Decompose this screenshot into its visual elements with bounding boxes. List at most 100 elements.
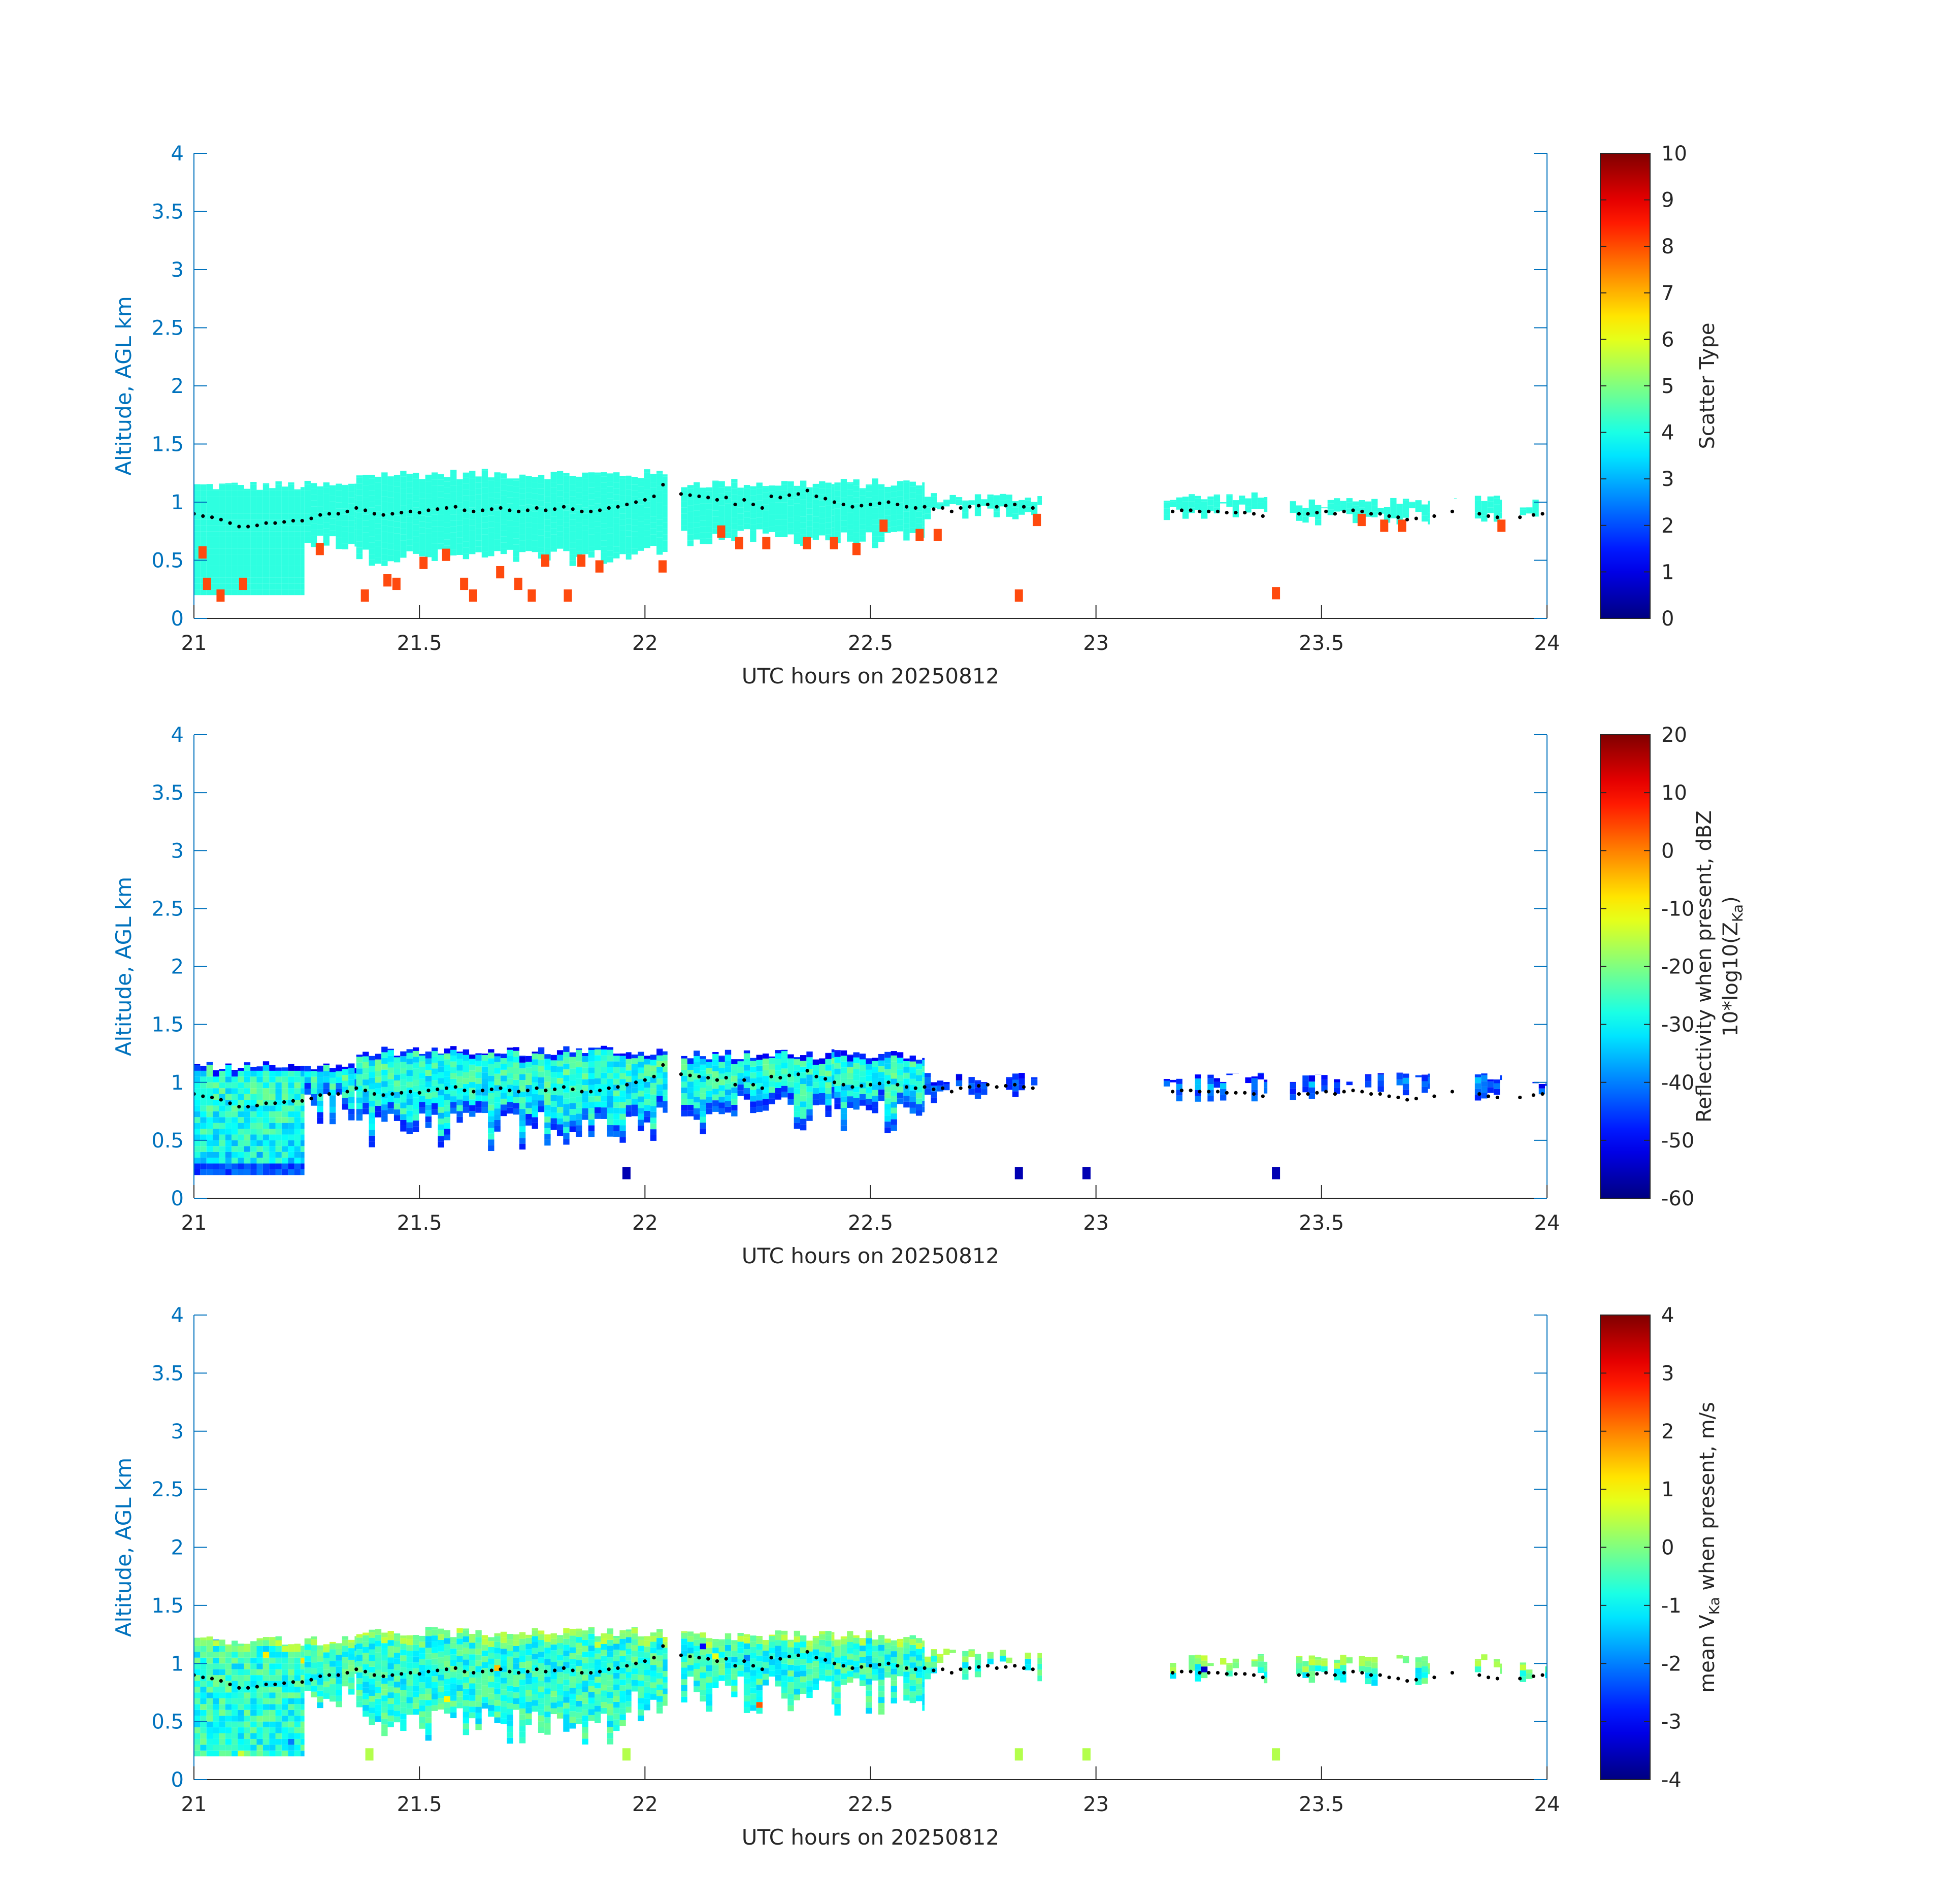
y-tick-label: 4 (171, 142, 184, 166)
heatmap-cell (872, 1096, 878, 1102)
heatmap-cell (342, 1680, 349, 1687)
heatmap-cell (1258, 498, 1264, 503)
heatmap-cell (762, 1099, 769, 1105)
heatmap-cell (294, 489, 301, 491)
heatmap-cell (922, 485, 925, 491)
cloud-base-point (1198, 1090, 1202, 1094)
heatmap-cell (387, 1703, 394, 1710)
heatmap-cell (412, 1051, 419, 1057)
heatmap-cell (737, 1061, 744, 1067)
heatmap-cell (200, 1646, 207, 1652)
heatmap-cell (406, 528, 413, 534)
heatmap-cell (438, 1107, 444, 1113)
heatmap-cell (575, 1056, 582, 1062)
heatmap-cell (903, 1061, 910, 1067)
heatmap-cell (275, 1067, 282, 1071)
heatmap-cell (656, 549, 663, 555)
heatmap-cell (1545, 1084, 1547, 1086)
heatmap-cell (412, 1047, 419, 1051)
heatmap-cell (275, 589, 282, 596)
heatmap-cell (825, 499, 832, 506)
heatmap-cell (1353, 505, 1359, 512)
heatmap-cell (819, 488, 826, 495)
heatmap-cell (213, 1692, 219, 1698)
heatmap-cell (400, 505, 407, 511)
heatmap-cell (507, 497, 513, 504)
heatmap-cell (369, 531, 375, 537)
heatmap-cell (619, 1108, 626, 1114)
heatmap-cell (626, 1052, 632, 1054)
heatmap-cell (375, 1629, 382, 1635)
heatmap-cell (438, 497, 444, 503)
heatmap-cell (544, 1682, 551, 1689)
heatmap-cell (743, 506, 750, 512)
heatmap-cell (544, 1705, 551, 1712)
heatmap-cell (1018, 1073, 1025, 1079)
heatmap-cell (488, 1647, 495, 1653)
heatmap-cell (775, 1082, 781, 1088)
heatmap-cell (544, 1059, 551, 1065)
heatmap-cell (269, 1675, 276, 1681)
heatmap-cell (225, 589, 232, 596)
cloud-base-point (300, 1099, 304, 1103)
heatmap-cell (700, 532, 706, 539)
heatmap-cell (381, 1689, 388, 1696)
heatmap-cell (519, 1132, 526, 1138)
heatmap-cell (931, 1097, 937, 1103)
heatmap-cell (544, 1677, 551, 1683)
heatmap-cell (507, 1732, 513, 1738)
heatmap-cell (488, 486, 495, 493)
heatmap-cell (330, 1095, 336, 1101)
heatmap-cell (393, 475, 401, 481)
heatmap-cell (363, 497, 369, 503)
heatmap-cell (219, 1727, 225, 1733)
heatmap-cell (925, 513, 931, 519)
heatmap-cell (1251, 497, 1258, 504)
heatmap-cell (444, 487, 451, 494)
cloud-base-point (228, 521, 232, 525)
heatmap-cell (412, 1639, 419, 1645)
heatmap-cell (300, 1134, 305, 1140)
heatmap-cell (550, 1633, 557, 1639)
heatmap-cell (444, 1690, 451, 1696)
heatmap-cell (575, 1683, 582, 1689)
heatmap-cell (575, 1085, 582, 1091)
heatmap-cell (663, 540, 668, 546)
heatmap-cell (244, 543, 251, 549)
cloud-base-point (805, 1069, 809, 1073)
heatmap-cell (500, 1093, 507, 1099)
heatmap-cell (250, 537, 257, 543)
heatmap-cell (494, 1665, 501, 1671)
heatmap-cell (225, 1738, 232, 1745)
x-tick-label: 22 (632, 1211, 658, 1235)
heatmap-cell (200, 1716, 207, 1722)
heatmap-cell (469, 1637, 476, 1643)
heatmap-cell (244, 1163, 251, 1169)
heatmap-cell (1006, 1077, 1012, 1078)
heatmap-cell (544, 537, 551, 543)
heatmap-cell (507, 1090, 513, 1097)
heatmap-cell (750, 1090, 756, 1096)
heatmap-cell (363, 1068, 369, 1074)
heatmap-cell (444, 522, 451, 528)
heatmap-cell (884, 1075, 891, 1081)
heatmap-cell (200, 1082, 207, 1089)
heatmap-cell (488, 1139, 495, 1145)
heatmap-cell (387, 497, 394, 503)
heatmap-cell (1163, 501, 1170, 503)
heatmap-cell (419, 1676, 425, 1683)
heatmap-cell (200, 1152, 207, 1158)
heatmap-cell (556, 1684, 564, 1690)
heatmap-cell (681, 496, 687, 502)
heatmap-cell (438, 485, 444, 491)
heatmap-cell (569, 560, 576, 566)
heatmap-cell (968, 1089, 975, 1095)
heatmap-cell (323, 522, 330, 529)
colorbar-tick-label: 20 (1661, 724, 1687, 747)
heatmap-cell (866, 1093, 872, 1099)
heatmap-cell (412, 536, 419, 543)
heatmap-cell (569, 554, 576, 561)
cloud-base-point (1531, 513, 1535, 517)
y-axis-label: Altitude, AGL km (111, 296, 136, 475)
heatmap-cell (444, 1100, 451, 1106)
